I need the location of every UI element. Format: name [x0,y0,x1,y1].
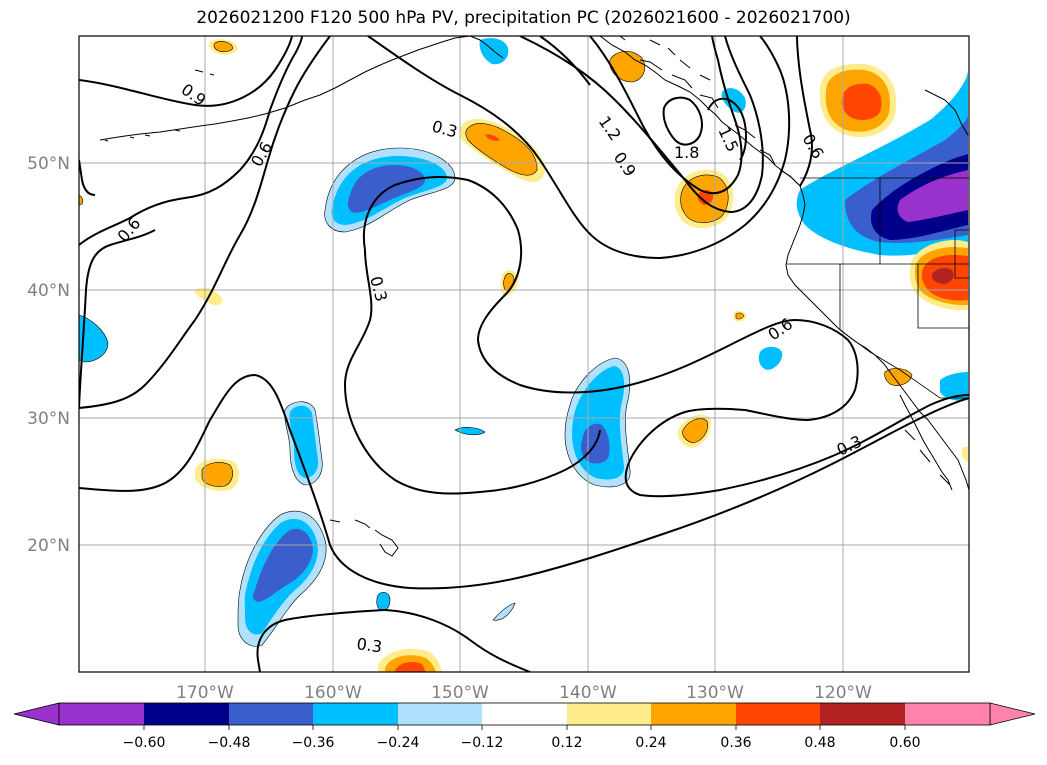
lon-label-150w: 150°W [431,683,489,703]
colorbar-frame [58,702,991,726]
contour-label: 0.6 [764,314,796,344]
colorbar-tick-label: 0.60 [889,735,920,751]
colorbar-tick-label: −0.24 [377,735,420,751]
contour-label: 0.3 [430,117,460,142]
contour-label: 0.6 [247,138,276,170]
contour-label: 0.3 [366,274,391,304]
colorbar-tick-label: 0.24 [635,735,666,751]
colorbar-tick-label: −0.12 [461,735,504,751]
contour-labels: 0.9 0.6 0.6 0.3 0.3 1.2 0.9 1.8 1.5 0.6 … [114,80,865,657]
colorbar-tick-label: −0.36 [292,735,335,751]
negative-anomaly-shading [79,38,968,647]
colorbar-swatch [398,703,482,725]
state-borders [787,177,969,399]
colorbar-extend-low [13,702,60,726]
lon-label-170w: 170°W [176,683,234,703]
colorbar-swatch [482,703,567,725]
colorbar-tick-label: −0.48 [208,735,251,751]
colorbar-tick-label: 0.48 [804,735,835,751]
map-title: 2026021200 F120 500 hPa PV, precipitatio… [196,8,851,28]
lon-label-130w: 130°W [686,683,744,703]
colorbar-swatch [313,703,398,725]
contour-label: 0.6 [114,214,145,246]
map-frame [78,35,970,673]
contour-label: 0.3 [834,432,865,460]
colorbar-swatch [736,703,820,725]
colorbar-swatch [144,703,229,725]
colorbar: −0.60 −0.48 −0.36 −0.24 −0.12 0.12 0.24 … [13,702,1036,751]
contour-label: 0.9 [610,148,640,180]
colorbar-swatch [820,703,905,725]
colorbar-tick-label: −0.60 [123,735,166,751]
colorbar-swatch [567,703,651,725]
map-plot-area: 0.9 0.6 0.6 0.3 0.3 1.2 0.9 1.8 1.5 0.6 … [79,36,969,672]
colorbar-tick-label: 0.12 [551,735,582,751]
colorbar-swatch [229,703,313,725]
coastlines [99,36,969,557]
contour-label: 1.8 [674,143,699,162]
lat-label-40n: 40°N [27,281,70,301]
colorbar-swatch [59,703,144,725]
contour-label: 0.6 [799,131,828,163]
pv-contours [79,36,969,672]
lon-label-160w: 160°W [304,683,362,703]
lat-label-30n: 30°N [27,409,70,429]
contour-label: 0.3 [355,634,383,656]
lat-label-50n: 50°N [27,154,70,174]
lat-label-20n: 20°N [27,536,70,556]
colorbar-tick-label: 0.36 [720,735,751,751]
colorbar-swatch [651,703,736,725]
latitude-labels: 50°N 40°N 30°N 20°N [27,154,70,556]
colorbar-swatch [905,703,990,725]
contour-label: 1.2 [595,112,625,144]
longitude-labels: 170°W 160°W 150°W 140°W 130°W 120°W [176,683,872,703]
graticule [79,36,969,672]
lon-label-140w: 140°W [559,683,617,703]
colorbar-extend-high [989,702,1036,726]
lon-label-120w: 120°W [814,683,872,703]
